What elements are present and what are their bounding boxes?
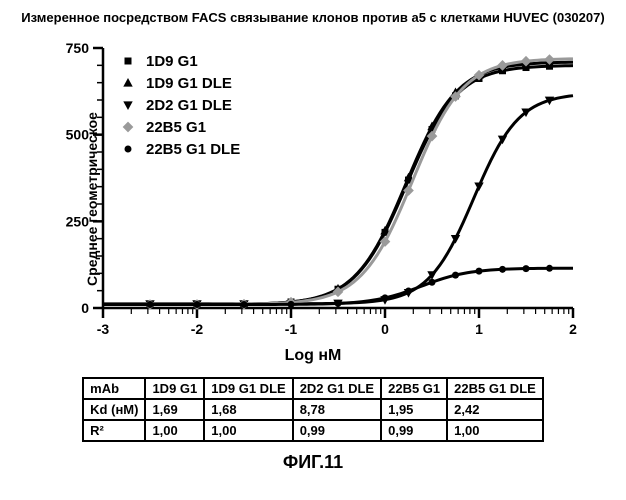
y-axis-label: Среднее геометрическое <box>84 112 100 286</box>
table-cell: 1D9 G1 <box>145 378 204 399</box>
svg-text:0: 0 <box>81 300 89 316</box>
table-cell: 8,78 <box>293 399 381 420</box>
svg-text:750: 750 <box>66 40 90 56</box>
table-cell: 1,95 <box>381 399 447 420</box>
figure-label: ФИГ.11 <box>10 452 616 473</box>
table-cell: 1D9 G1 DLE <box>204 378 292 399</box>
svg-text:0: 0 <box>381 321 389 337</box>
table-cell: 22B5 G1 <box>381 378 447 399</box>
svg-text:22B5 G1: 22B5 G1 <box>146 119 206 136</box>
table-cell: R² <box>83 420 145 441</box>
table-cell: 2,42 <box>447 399 543 420</box>
table-cell: 22B5 G1 DLE <box>447 378 543 399</box>
svg-text:-1: -1 <box>285 321 298 337</box>
table-cell: 1,00 <box>145 420 204 441</box>
table-cell: Kd (нМ) <box>83 399 145 420</box>
table-cell: 1,00 <box>204 420 292 441</box>
table-cell: mAb <box>83 378 145 399</box>
chart-container: Среднее геометрическое 0250500750-3-2-10… <box>33 33 593 365</box>
table-cell: 1,68 <box>204 399 292 420</box>
table-cell: 1,00 <box>447 420 543 441</box>
table-cell: 0,99 <box>293 420 381 441</box>
table-cell: 2D2 G1 DLE <box>293 378 381 399</box>
svg-text:1D9 G1: 1D9 G1 <box>146 53 198 70</box>
table-cell: 0,99 <box>381 420 447 441</box>
svg-text:-3: -3 <box>97 321 110 337</box>
x-axis-label: Log нМ <box>33 347 593 365</box>
results-table: mAb1D9 G11D9 G1 DLE2D2 G1 DLE22B5 G122B5… <box>82 377 544 442</box>
chart-svg: 0250500750-3-2-10121D9 G11D9 G1 DLE2D2 G… <box>33 33 593 343</box>
svg-text:1D9 G1 DLE: 1D9 G1 DLE <box>146 75 232 92</box>
svg-text:2D2 G1 DLE: 2D2 G1 DLE <box>146 97 232 114</box>
svg-text:2: 2 <box>569 321 577 337</box>
table-cell: 1,69 <box>145 399 204 420</box>
svg-text:-2: -2 <box>191 321 204 337</box>
chart-title: Измеренное посредством FACS связывание к… <box>10 10 616 25</box>
svg-text:1: 1 <box>475 321 483 337</box>
svg-text:22B5 G1 DLE: 22B5 G1 DLE <box>146 141 240 158</box>
